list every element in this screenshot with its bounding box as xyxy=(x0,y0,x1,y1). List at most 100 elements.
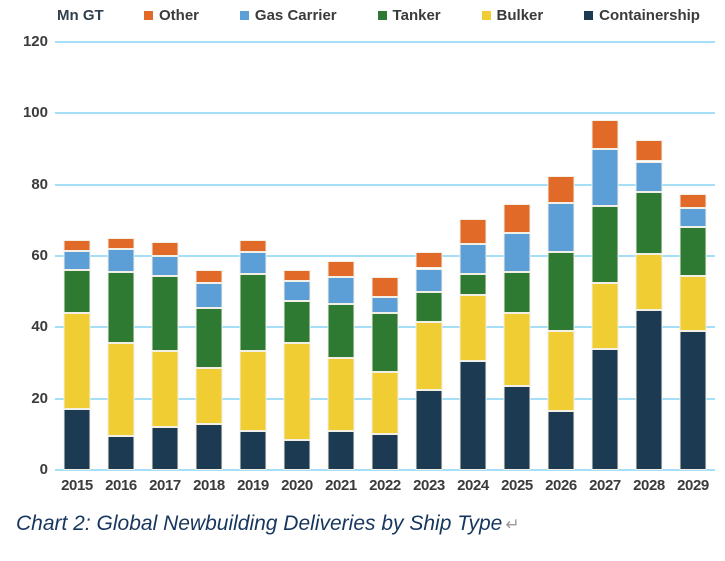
bar-segment-other xyxy=(635,140,663,162)
bar-segment-tanker xyxy=(459,273,487,296)
bar-slot-2020 xyxy=(275,42,319,470)
x-tick-label-2029: 2029 xyxy=(677,477,709,494)
y-tick-label-80: 80 xyxy=(31,175,48,193)
bar-segment-tanker xyxy=(635,191,663,255)
bar-segment-bulker xyxy=(195,368,223,424)
paragraph-return-mark: ↵ xyxy=(505,515,520,534)
x-tick-label-2019: 2019 xyxy=(237,477,269,494)
bar-slot-2021 xyxy=(319,42,363,470)
bar-segment-other xyxy=(63,239,91,251)
gridline-0 xyxy=(55,469,715,471)
legend-item-bulker: Bulker xyxy=(481,7,544,24)
bar-segment-bulker xyxy=(107,343,135,437)
bar-2019 xyxy=(239,42,267,470)
bar-slot-2029 xyxy=(671,42,715,470)
gridline-80 xyxy=(55,183,715,186)
bar-2018 xyxy=(195,42,223,470)
bar-segment-other xyxy=(459,218,487,244)
legend-swatch-icon xyxy=(239,11,249,20)
bar-segment-gas-carrier xyxy=(459,243,487,274)
bar-segment-gas-carrier xyxy=(283,280,311,301)
bar-segment-bulker xyxy=(151,350,179,428)
bar-segment-bulker xyxy=(547,330,575,412)
bar-segment-tanker xyxy=(107,272,135,344)
bar-segment-tanker xyxy=(283,300,311,344)
bar-segment-tanker xyxy=(371,313,399,372)
bar-segment-gas-carrier xyxy=(239,252,267,274)
bar-2028 xyxy=(635,42,663,470)
bar-2020 xyxy=(283,42,311,470)
bar-segment-containership xyxy=(635,309,663,470)
bar-segment-containership xyxy=(107,436,135,470)
bar-segment-other xyxy=(503,204,531,233)
bar-segment-other xyxy=(283,270,311,281)
bar-segment-containership xyxy=(679,330,707,470)
chart-caption: Chart 2: Global Newbuilding Deliveries b… xyxy=(16,512,520,536)
legend-item-tanker: Tanker xyxy=(377,7,441,24)
y-tick-label-100: 100 xyxy=(22,104,48,122)
x-tick-label-2023: 2023 xyxy=(413,477,445,494)
bar-segment-containership xyxy=(591,348,619,470)
x-tick-label-2021: 2021 xyxy=(325,477,357,494)
bar-segment-bulker xyxy=(591,282,619,349)
bar-segment-containership xyxy=(63,409,91,470)
x-tick-label-2016: 2016 xyxy=(105,477,137,494)
bar-segment-other xyxy=(547,175,575,203)
gridline-60 xyxy=(55,255,715,257)
bar-segment-gas-carrier xyxy=(591,149,619,207)
bar-segment-other xyxy=(327,261,355,278)
caption-text: Chart 2: Global Newbuilding Deliveries b… xyxy=(16,512,503,535)
bar-segment-gas-carrier xyxy=(415,268,443,292)
bar-segment-containership xyxy=(503,386,531,470)
bar-segment-other xyxy=(195,270,223,283)
bar-segment-gas-carrier xyxy=(151,256,179,276)
bar-slot-2023 xyxy=(407,42,451,470)
bar-segment-gas-carrier xyxy=(547,202,575,253)
x-axis: 2015 2016 2017 2018 2019 2020 2021 2022 2023 2024… xyxy=(55,477,715,494)
bar-segment-tanker xyxy=(63,270,91,314)
legend-label: Tanker xyxy=(392,7,441,24)
bar-segment-gas-carrier xyxy=(679,207,707,228)
x-tick-label-2022: 2022 xyxy=(369,477,401,494)
bar-2016 xyxy=(107,42,135,470)
bar-segment-tanker xyxy=(503,272,531,314)
bar-2027 xyxy=(591,42,619,470)
bar-segment-bulker xyxy=(371,371,399,435)
gridline-100 xyxy=(55,112,715,115)
bar-segment-bulker xyxy=(459,295,487,362)
bar-segment-bulker xyxy=(239,350,267,431)
bar-segment-tanker xyxy=(415,291,443,322)
y-tick-label-0: 0 xyxy=(39,461,48,478)
bar-segment-containership xyxy=(327,430,355,470)
legend-item-gas-carrier: Gas Carrier xyxy=(239,7,337,24)
y-tick-label-120: 120 xyxy=(22,33,48,50)
bar-segment-tanker xyxy=(679,227,707,276)
x-tick-label-2028: 2028 xyxy=(633,477,665,494)
bar-segment-bulker xyxy=(635,254,663,310)
bar-segment-tanker xyxy=(591,206,619,283)
bar-segment-tanker xyxy=(547,252,575,331)
bar-slot-2028 xyxy=(627,42,671,470)
bar-2026 xyxy=(547,42,575,470)
bar-segment-gas-carrier xyxy=(195,282,223,308)
bar-slot-2017 xyxy=(143,42,187,470)
bars-container xyxy=(55,42,715,470)
gridline-120 xyxy=(55,41,715,43)
bar-segment-other xyxy=(591,120,619,149)
bar-segment-tanker xyxy=(327,304,355,358)
bar-segment-bulker xyxy=(679,275,707,331)
plot-area xyxy=(55,41,715,471)
bar-segment-other xyxy=(415,252,443,269)
legend-item-containership: Containership xyxy=(584,7,700,24)
y-axis: 0 20 40 60 80 100 120 xyxy=(4,34,48,478)
bar-segment-other xyxy=(239,239,267,253)
bar-slot-2022 xyxy=(363,42,407,470)
bar-segment-bulker xyxy=(415,321,443,390)
bar-slot-2016 xyxy=(99,42,143,470)
legend-swatch-icon xyxy=(584,11,594,20)
legend-label: Bulker xyxy=(496,7,544,24)
y-axis-unit-label: Mn GT xyxy=(57,7,104,24)
x-tick-label-2026: 2026 xyxy=(545,477,577,494)
bar-slot-2018 xyxy=(187,42,231,470)
